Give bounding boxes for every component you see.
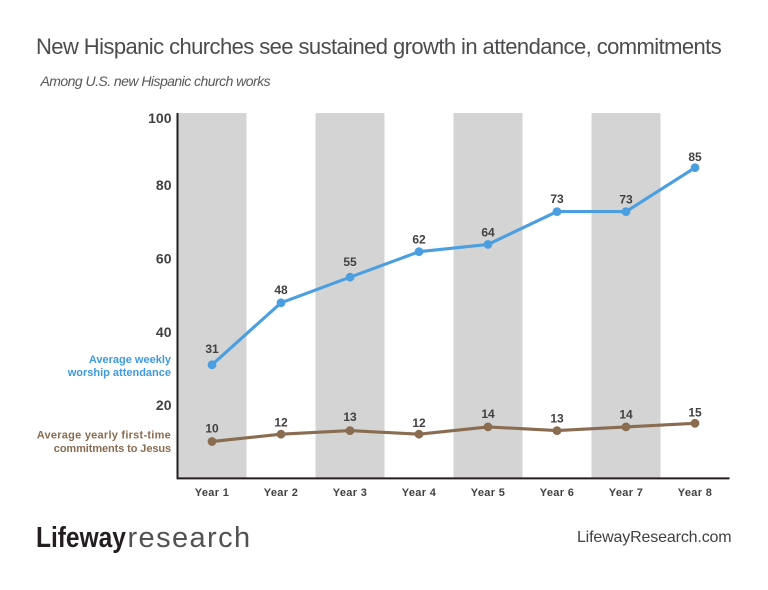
svg-text:12: 12 bbox=[412, 416, 426, 430]
svg-text:73: 73 bbox=[619, 193, 633, 207]
svg-text:Year 7: Year 7 bbox=[609, 487, 644, 499]
svg-text:Year 3: Year 3 bbox=[333, 487, 368, 499]
svg-text:73: 73 bbox=[550, 192, 564, 206]
svg-text:60: 60 bbox=[156, 251, 172, 267]
svg-text:Year 2: Year 2 bbox=[264, 487, 299, 499]
svg-text:31: 31 bbox=[205, 342, 219, 356]
svg-text:55: 55 bbox=[343, 255, 357, 269]
svg-text:12: 12 bbox=[274, 416, 288, 430]
svg-text:85: 85 bbox=[688, 150, 702, 164]
svg-text:Average weekly: Average weekly bbox=[89, 354, 172, 366]
svg-text:worship attendance: worship attendance bbox=[67, 367, 171, 379]
svg-text:Year 1: Year 1 bbox=[195, 487, 230, 499]
svg-text:commitments to Jesus: commitments to Jesus bbox=[54, 443, 171, 455]
svg-text:Year 4: Year 4 bbox=[402, 487, 437, 499]
svg-text:Year 8: Year 8 bbox=[678, 487, 713, 499]
svg-text:40: 40 bbox=[156, 324, 172, 340]
svg-text:Year 5: Year 5 bbox=[471, 487, 506, 499]
svg-text:100: 100 bbox=[148, 110, 172, 126]
svg-text:10: 10 bbox=[205, 421, 219, 435]
svg-text:13: 13 bbox=[343, 410, 357, 424]
svg-text:Year 6: Year 6 bbox=[540, 487, 575, 499]
svg-text:14: 14 bbox=[481, 407, 495, 421]
svg-text:80: 80 bbox=[156, 177, 172, 193]
svg-text:48: 48 bbox=[274, 283, 288, 297]
svg-text:14: 14 bbox=[619, 408, 633, 422]
svg-text:Average yearly first-time: Average yearly first-time bbox=[37, 429, 171, 441]
svg-text:62: 62 bbox=[412, 232, 426, 246]
svg-text:64: 64 bbox=[481, 225, 495, 239]
svg-text:13: 13 bbox=[550, 412, 564, 426]
svg-text:15: 15 bbox=[688, 405, 702, 419]
svg-text:20: 20 bbox=[156, 397, 172, 413]
